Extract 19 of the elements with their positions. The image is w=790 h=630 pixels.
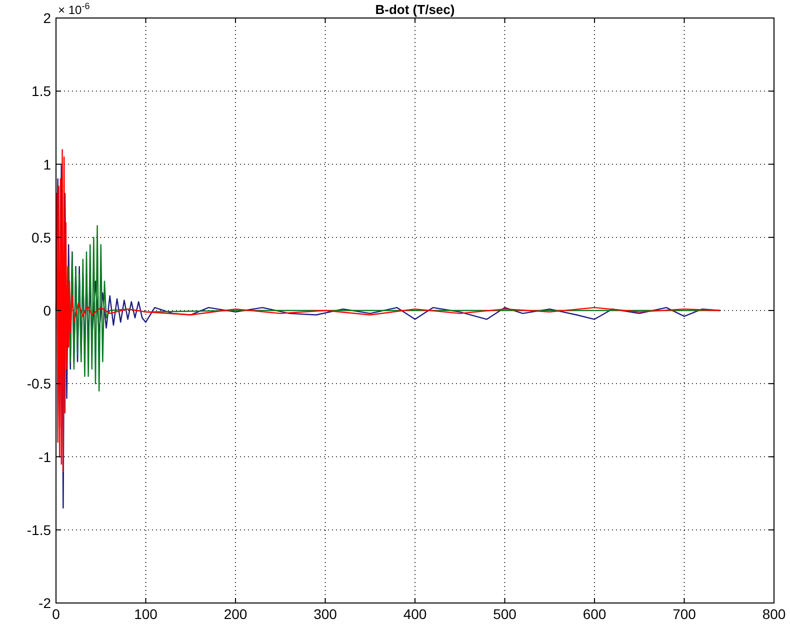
y-tick-label: 1.5 <box>32 83 52 100</box>
y-tick-label: -2 <box>38 595 52 611</box>
y-tick-label: -0.5 <box>26 376 52 392</box>
y-tick-label: 0.5 <box>32 229 52 246</box>
x-tick-label: 600 <box>582 606 606 622</box>
y-tick-label: 1 <box>43 156 52 172</box>
chart-title: B-dot (T/sec) <box>375 2 455 17</box>
y-tick-label: -1 <box>38 448 52 465</box>
text: × 10$^{-6}$ <box>58 1 90 17</box>
y-tick-label: 0 <box>43 302 52 318</box>
y-tick-label: 2 <box>43 10 52 26</box>
x-tick-label: 500 <box>493 606 517 622</box>
x-tick-label: 700 <box>672 606 696 622</box>
x-tick-label: 100 <box>134 606 158 622</box>
x-tick-label: 800 <box>762 606 786 622</box>
x-tick-label: 400 <box>403 606 427 622</box>
x-tick-label: 300 <box>314 606 338 622</box>
x-tick-label: 200 <box>224 606 248 622</box>
y-tick-label: -1.5 <box>26 522 52 538</box>
